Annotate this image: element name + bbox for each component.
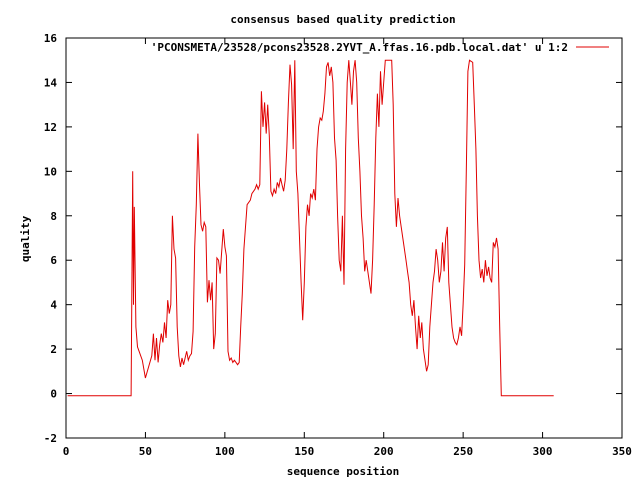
y-tick-label: 6: [50, 254, 57, 267]
x-tick-label: 250: [453, 445, 473, 458]
series-line: [67, 59, 554, 397]
y-tick-label: 14: [44, 76, 58, 89]
y-axis-label: quality: [19, 215, 32, 262]
y-tick-label: 12: [44, 121, 57, 134]
x-tick-label: 0: [63, 445, 70, 458]
chart-title: consensus based quality prediction: [230, 13, 455, 26]
x-tick-label: 150: [294, 445, 314, 458]
y-ticks: -2 0 2 4 6 8 10 12 14 16: [44, 32, 622, 445]
series-group: [67, 59, 554, 397]
y-tick-label: 2: [50, 343, 57, 356]
x-tick-label: 300: [533, 445, 553, 458]
x-tick-label: 50: [139, 445, 152, 458]
x-tick-label: 200: [374, 445, 394, 458]
x-tick-label: 100: [215, 445, 235, 458]
y-tick-label: 4: [50, 299, 57, 312]
legend-label: 'PCONSMETA/23528/pcons23528.2YVT_A.ffas.…: [151, 41, 568, 54]
y-tick-label: -2: [44, 432, 57, 445]
plot-frame: [65, 37, 623, 439]
x-tick-label: 350: [612, 445, 632, 458]
y-tick-label: 8: [50, 210, 57, 223]
y-tick-label: 10: [44, 165, 57, 178]
x-axis-label: sequence position: [287, 465, 400, 478]
x-ticks: 0 50 100 150 200 250 300 350: [63, 38, 632, 458]
y-tick-label: 0: [50, 388, 57, 401]
legend: 'PCONSMETA/23528/pcons23528.2YVT_A.ffas.…: [151, 41, 609, 54]
y-tick-label: 16: [44, 32, 58, 45]
